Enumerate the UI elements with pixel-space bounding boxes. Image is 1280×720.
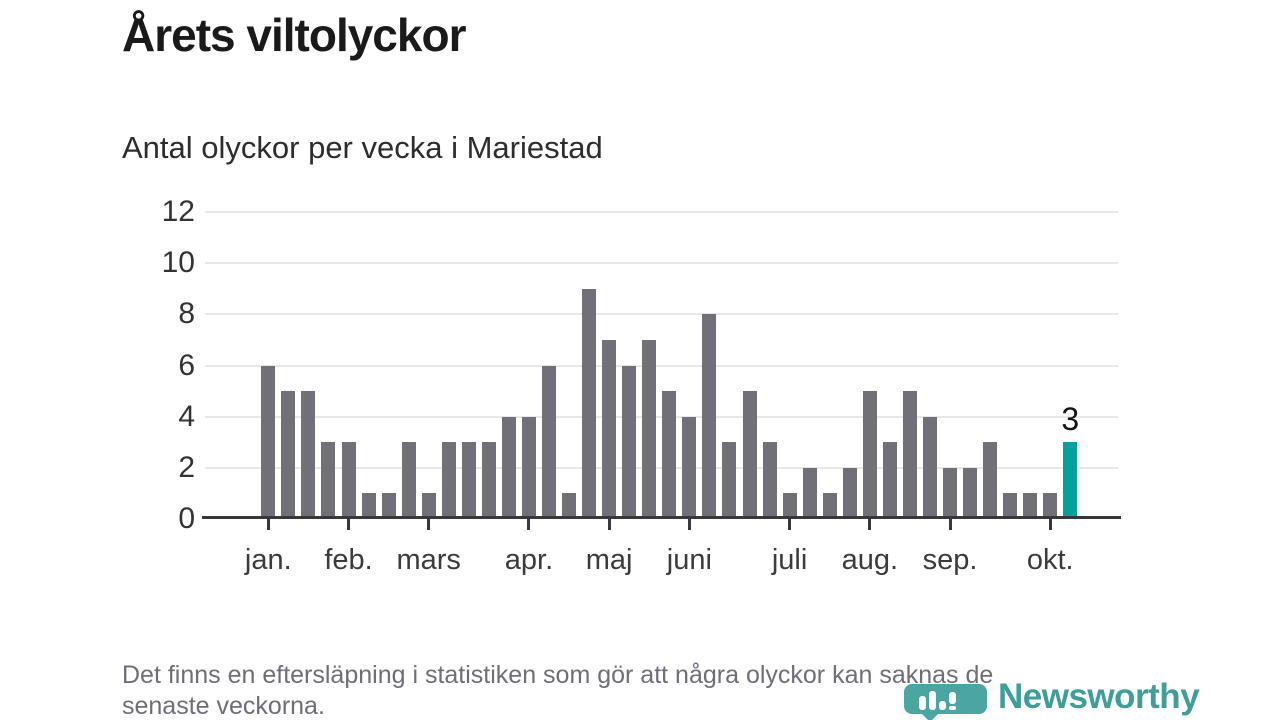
x-axis-tick: [347, 519, 350, 530]
bar-week-37: [983, 442, 998, 519]
x-axis-tick: [788, 519, 792, 530]
bar-week-1: [261, 365, 276, 519]
x-axis-label: maj: [585, 544, 633, 576]
x-axis-tick: [266, 519, 270, 530]
logo-pin: [904, 684, 987, 720]
page-title: Årets viltolyckor: [122, 9, 466, 61]
newsworthy-logo: Newsworthy: [904, 677, 1200, 720]
bar-week-31: [862, 391, 877, 519]
y-axis-label: 0: [178, 502, 195, 535]
bar-value-label: 3: [1061, 401, 1080, 438]
gridline-y-8: [205, 313, 1118, 316]
bar-week-13: [501, 416, 516, 519]
bar-week-24: [722, 442, 737, 519]
x-axis-tick: [948, 519, 952, 530]
bar-week-22: [682, 416, 697, 519]
bar-week-27: [782, 493, 797, 519]
bar-week-8: [401, 442, 416, 519]
logo-pin-tail: [920, 712, 940, 720]
bar-week-29: [822, 493, 837, 519]
x-axis-label: juni: [666, 544, 712, 576]
y-axis-label: 12: [161, 195, 195, 228]
bar-week-32: [882, 442, 897, 519]
y-axis-label: 4: [178, 399, 195, 433]
bar-week-11: [461, 442, 476, 519]
x-axis-label: apr.: [504, 544, 554, 576]
footer-note-line: senaste veckorna.: [122, 692, 325, 720]
y-axis-label: 10: [161, 246, 195, 280]
x-axis-label: juli: [771, 544, 808, 576]
exclamation-stem: [949, 692, 956, 704]
chart-subtitle: Antal olyckor per vecka i Mariestad: [122, 130, 603, 165]
exclamation-icon: [949, 692, 956, 710]
bar-week-30: [842, 467, 857, 519]
bar-chart-exclamation-icon: [919, 691, 956, 710]
bar-week-19: [622, 365, 637, 519]
logo-bar-icon: [929, 691, 936, 710]
x-axis-line: [202, 516, 1121, 519]
x-axis-label: jan.: [244, 544, 292, 576]
bar-week-25: [742, 391, 757, 519]
logo-text: Newsworthy: [998, 677, 1200, 716]
bar-week-23: [702, 314, 717, 519]
gridline-y-10: [205, 262, 1118, 265]
bar-week-3: [301, 391, 316, 519]
bar-week-36: [963, 467, 978, 519]
bar-week-5: [341, 442, 356, 519]
y-axis-label: 8: [178, 297, 195, 331]
footer-note: Det finns en eftersläpning i statistiken…: [122, 660, 1182, 720]
exclamation-dot: [949, 706, 956, 710]
x-axis-tick: [607, 519, 611, 530]
x-axis-tick: [1048, 519, 1052, 530]
bar-week-10: [441, 442, 456, 519]
bar-week-2: [281, 391, 296, 519]
bar-week-34: [922, 416, 937, 519]
bar-week-20: [642, 339, 657, 519]
bar-week-15: [542, 365, 556, 519]
x-axis-label: sep.: [922, 544, 978, 576]
bar-week-41-highlighted: [1063, 442, 1078, 519]
bar-week-12: [481, 442, 496, 519]
bar-week-39: [1023, 493, 1038, 519]
y-axis-label: 6: [178, 348, 195, 382]
bar-week-38: [1003, 493, 1018, 519]
x-axis-tick: [527, 519, 531, 530]
bar-week-18: [602, 339, 617, 519]
x-axis-label: aug.: [841, 544, 899, 576]
bar-week-35: [943, 467, 957, 519]
bar-week-40: [1043, 493, 1058, 519]
gridline-y-4: [205, 415, 1118, 418]
bar-week-4: [321, 442, 336, 519]
footer-note-line: Det finns en eftersläpning i statistiken…: [122, 661, 994, 689]
y-axis-label: 2: [178, 450, 195, 484]
bar-week-33: [902, 391, 917, 519]
logo-bar-icon: [919, 696, 926, 710]
gridline-y-2: [205, 466, 1118, 469]
gridline-y-12: [205, 211, 1118, 213]
bar-week-21: [662, 391, 677, 519]
bar-week-17: [582, 288, 597, 519]
x-axis-label: okt.: [1026, 544, 1074, 576]
logo-bar-icon: [939, 701, 946, 710]
bar-chart: 0 2 4 6 8 10 12 jan. feb. mars apr. maj juni juli aug.…: [162, 195, 1121, 575]
x-axis-label: mars: [396, 544, 461, 576]
bar-week-16: [562, 493, 577, 519]
x-axis-tick: [868, 519, 872, 530]
gridline-y-6: [205, 364, 1118, 367]
bar-week-26: [762, 442, 777, 519]
x-axis-tick: [687, 519, 691, 530]
x-axis-label: feb.: [324, 544, 373, 576]
x-axis-tick: [427, 519, 431, 530]
bar-week-14: [521, 416, 536, 519]
bar-week-28: [802, 467, 817, 519]
bar-week-9: [421, 493, 436, 519]
bar-week-6: [361, 493, 376, 519]
bar-week-7: [381, 493, 396, 519]
